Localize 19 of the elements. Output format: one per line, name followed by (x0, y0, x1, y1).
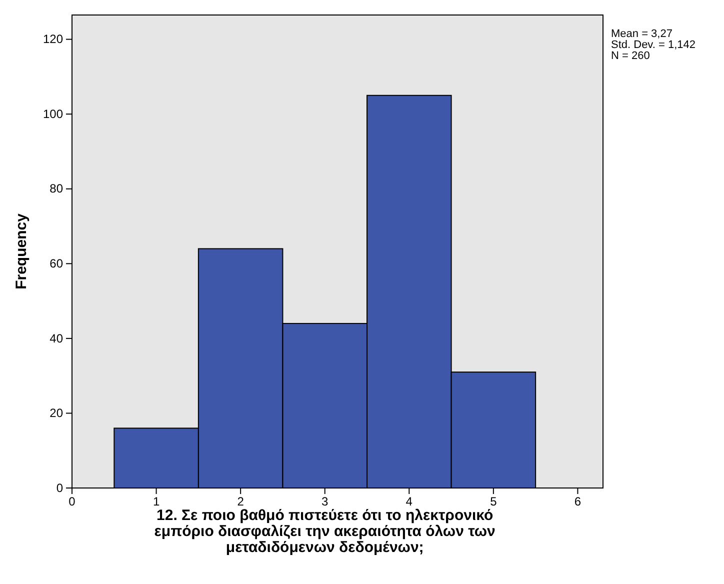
y-tick-label: 0 (56, 480, 64, 495)
text: Mean = 3,27 (611, 28, 672, 40)
text: N = 260 (611, 50, 650, 62)
y-tick-label: 100 (42, 106, 64, 121)
y-axis-title: Frequency (13, 212, 30, 290)
y-tick-label: 80 (50, 182, 64, 196)
y-tick-label: 60 (50, 256, 64, 270)
x-tick-label: 5 (490, 494, 498, 509)
x-tick-label: 1 (152, 494, 160, 509)
x-tick-label: 3 (322, 494, 329, 509)
y-tick-label: 20 (50, 406, 64, 420)
x-tick-label: 6 (574, 494, 582, 509)
text: Std. Dev. = 1,142 (611, 39, 696, 51)
x-axis-title: 12. Σε ποιο βαθμό πιστεύετε ότι το ηλεκτρονικό εμπόριο διασφαλίζει την ακεραιότητα όλων των μεταδιδόμενων δεδομένων; (154, 507, 496, 556)
y-tick-label: 40 (50, 331, 64, 346)
x-tick-label: 4 (406, 494, 413, 509)
x-tick-label: 2 (237, 494, 244, 509)
x-tick-label: 0 (68, 494, 76, 509)
y-tick-label: 120 (42, 32, 64, 46)
